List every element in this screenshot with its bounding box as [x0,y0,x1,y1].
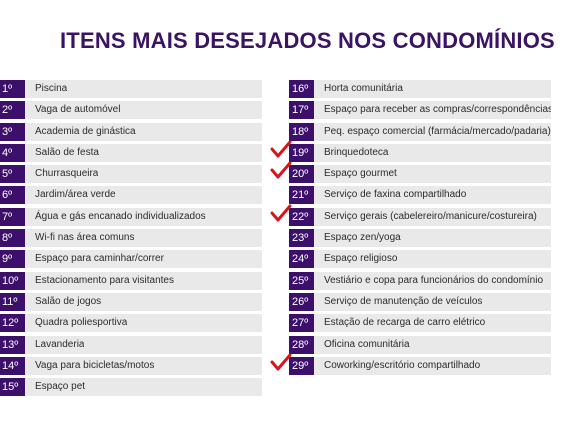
rank-badge: 20º [289,165,314,184]
rank-badge: 10º [0,271,25,290]
list-item: 2º Vaga de automóvel [0,101,262,120]
list-item: 1º Piscina [0,80,262,98]
checkmark-icon [270,161,292,179]
item-label: Piscina [35,83,68,94]
list-item: 5º Churrasqueira [0,165,262,184]
item-label: Estação de recarga de carro elétrico [324,317,486,329]
list-item: 4º Salão de festa [0,143,262,162]
item-label: Espaço gourmet [324,168,397,180]
rank-badge: 9º [0,250,25,269]
item-label: Serviço de manutenção de veículos [324,295,483,307]
rank-badge: 19º [289,143,314,162]
item-label: Jardim/área verde [35,189,116,201]
item-label: Quadra poliesportiva [35,317,128,329]
rank-badge: 1º [0,80,25,98]
item-label: Salão de festa [35,146,99,158]
checkmark-icon [270,204,292,222]
ranking-list-left: 1º Piscina 2º Vaga de automóvel 3º Academia… [0,80,262,399]
list-item: 26º Serviço de manutenção de veículos [289,292,551,311]
ranking-list-right: 16º Horta comunitária 17º Espaço para rece… [270,80,551,378]
rank-badge: 24º [289,250,314,269]
list-item: 23º Espaço zen/yoga [289,229,551,248]
list-item: 25º Vestiário e copa para funcionários do… [289,271,551,290]
rank-badge: 17º [289,101,314,120]
item-label: Vaga de automóvel [35,104,121,116]
rank-badge: 27º [289,314,314,333]
checkmark-icon [270,140,292,158]
item-label: Academia de ginástica [35,125,136,137]
item-label: Brinquedoteca [324,146,389,158]
rank-badge: 26º [289,292,314,311]
rank-badge: 13º [0,335,25,354]
list-item: 16º Horta comunitária [289,80,551,98]
page-title: ITENS MAIS DESEJADOS NOS CONDOMÍNIOS [60,28,555,53]
item-label: Espaço pet [35,381,86,393]
item-label: Churrasqueira [35,168,99,180]
item-label: Espaço zen/yoga [324,232,401,244]
list-item: 3º Academia de ginástica [0,122,262,141]
item-label: Serviço gerais (cabelereiro/manicure/cos… [324,210,537,222]
rank-badge: 23º [289,229,314,248]
rank-badge: 11º [0,292,25,311]
rank-badge: 29º [289,356,314,375]
item-label: Wi-fi nas área comuns [35,232,135,244]
list-item: 20º Espaço gourmet [270,161,551,184]
list-item: 17º Espaço para receber as compras/corres… [289,101,551,120]
item-label: Estacionamento para visitantes [35,274,174,286]
item-label: Serviço de faxina compartilhado [324,189,467,201]
list-item: 24º Espaço religioso [289,250,551,269]
rank-badge: 14º [0,356,25,375]
item-label: Espaço religioso [324,253,398,265]
item-label: Espaço para caminhar/correr [35,253,164,265]
list-item: 14º Vaga para bicicletas/motos [0,356,262,375]
item-label: Lavanderia [35,338,85,350]
item-label: Vaga para bicicletas/motos [35,359,155,371]
list-item: 19º Brinquedoteca [270,140,551,162]
list-item: 27º Estação de recarga de carro elétrico [289,314,551,333]
list-item: 21º Serviço de faxina compartilhado [289,186,551,205]
rank-badge: 25º [289,271,314,290]
list-item: 10º Estacionamento para visitantes [0,271,262,290]
list-item: 22º Serviço gerais (cabelereiro/manicure/… [270,204,551,226]
list-item: 28º Oficina comunitária [289,335,551,354]
rank-badge: 5º [0,165,25,184]
item-label: Água e gás encanado individualizados [35,210,206,222]
rank-badge: 4º [0,143,25,162]
item-label: Salão de jogos [35,295,102,307]
list-item: 9º Espaço para caminhar/correr [0,250,262,269]
rank-badge: 28º [289,335,314,354]
item-label: Oficina comunitária [324,338,410,350]
rank-badge: 12º [0,314,25,333]
rank-badge: 16º [289,80,314,98]
list-item: 18º Peq. espaço comercial (farmácia/merca… [289,122,551,141]
rank-badge: 7º [0,207,25,226]
rank-badge: 3º [0,122,25,141]
list-item: 6º Jardim/área verde [0,186,262,205]
list-item: 15º Espaço pet [0,378,262,397]
rank-badge: 22º [289,207,314,226]
item-label: Peq. espaço comercial (farmácia/mercado/… [324,125,551,137]
item-label: Horta comunitária [324,83,403,94]
rank-badge: 6º [0,186,25,205]
item-label: Espaço para receber as compras/correspon… [324,104,551,116]
rank-badge: 15º [0,378,25,397]
rank-badge: 18º [289,122,314,141]
item-label: Coworking/escritório compartilhado [324,359,481,371]
list-item: 29º Coworking/escritório compartilhado [270,353,551,375]
list-item: 7º Água e gás encanado individualizados [0,207,262,226]
list-item: 8º Wi-fi nas área comuns [0,229,262,248]
list-item: 11º Salão de jogos [0,292,262,311]
item-label: Vestiário e copa para funcionários do co… [324,274,544,286]
list-item: 12º Quadra poliesportiva [0,314,262,333]
rank-badge: 8º [0,229,25,248]
rank-badge: 2º [0,101,25,120]
rank-badge: 21º [289,186,314,205]
checkmark-icon [270,353,292,371]
list-item: 13º Lavanderia [0,335,262,354]
